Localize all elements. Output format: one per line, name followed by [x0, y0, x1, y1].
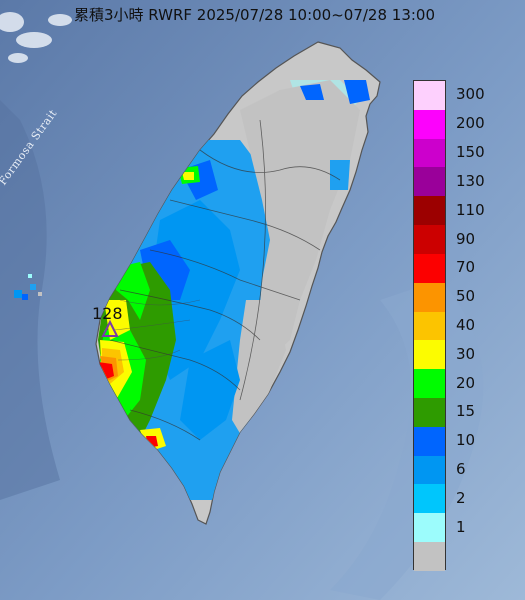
legend-label: 90 [456, 229, 476, 248]
legend-label: 200 [456, 114, 485, 133]
legend-swatch [414, 311, 445, 341]
legend-swatch [414, 484, 445, 514]
legend-label: 130 [456, 171, 485, 190]
triangle-marker-icon [101, 319, 119, 337]
legend-swatch [414, 397, 445, 427]
legend-swatch [414, 369, 445, 398]
legend-label: 20 [456, 373, 476, 392]
legend-label: 50 [456, 287, 476, 306]
penghu-islands [14, 274, 42, 300]
peak-value-label: 128 [92, 304, 123, 323]
legend-swatch [414, 81, 445, 110]
legend-swatch [414, 455, 445, 485]
cloud-patch [0, 12, 72, 63]
legend-label: 10 [456, 431, 476, 450]
legend-swatch [414, 138, 445, 168]
legend-swatch [414, 340, 445, 370]
sea-texture [0, 100, 60, 500]
county-boundaries [109, 119, 341, 441]
rivers [113, 299, 201, 361]
no-rain-area [232, 300, 286, 440]
legend-swatch [414, 513, 445, 542]
legend-label: 150 [456, 143, 485, 162]
color-legend [413, 80, 446, 571]
rain-area-70mm [98, 362, 114, 380]
legend-swatch [414, 196, 445, 226]
rain-area-10mm [330, 160, 350, 190]
rain-area-30mm [104, 300, 130, 340]
rain-area-30mm [182, 172, 194, 180]
rain-area-6mm [180, 340, 240, 440]
legend-label: 40 [456, 316, 476, 334]
legend-label: 30 [456, 344, 476, 363]
legend-swatch [414, 282, 445, 312]
rain-area-10mm [344, 80, 370, 104]
legend-swatch [414, 426, 445, 456]
legend-label: 300 [456, 85, 485, 104]
legend-swatch [414, 542, 445, 571]
legend-swatch [414, 225, 445, 254]
legend-label: 70 [456, 258, 476, 277]
legend-swatch [414, 109, 445, 139]
legend-label: 6 [456, 460, 466, 479]
legend-swatch [414, 167, 445, 197]
legend-swatch [414, 253, 445, 283]
map-title: 累積3小時 RWRF 2025/07/28 10:00~07/28 13:00 [74, 6, 436, 24]
legend-label: 110 [456, 200, 485, 219]
legend-labels: 300 200 150 130 110 90 70 50 40 30 20 15 10 6 2 1 [456, 80, 516, 570]
rain-area-10mm [300, 84, 324, 100]
legend-label: 1 [456, 517, 466, 536]
legend-label: 15 [456, 402, 476, 421]
legend-label: 2 [456, 488, 466, 507]
